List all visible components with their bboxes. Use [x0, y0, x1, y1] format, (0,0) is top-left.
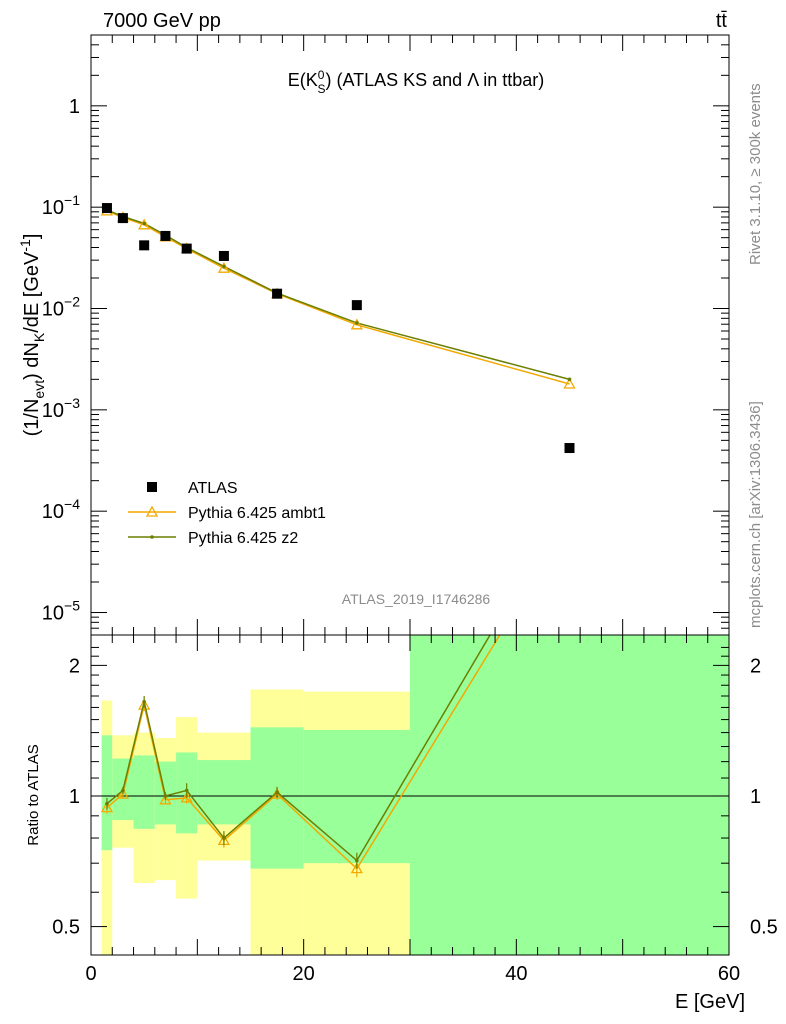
y-tick-label: 10−5 [42, 598, 80, 625]
y-tick-label: 10−2 [42, 294, 80, 321]
z2-point [355, 321, 359, 325]
ratio-y-tick-label-right: 1 [750, 786, 761, 808]
ratio-series [100, 499, 575, 878]
process-label: tt̄ [716, 10, 728, 32]
ambt1-ratio-point [116, 787, 130, 799]
x-tick-label: 60 [718, 963, 740, 985]
z2-ratio-point [568, 499, 572, 503]
rivet-label: Rivet 3.1.10, ≥ 300k events [747, 83, 764, 265]
atlas-point [139, 240, 150, 251]
atlas-point [181, 243, 192, 254]
ambt1-point [350, 318, 363, 330]
stat-band [133, 755, 155, 829]
ambt1-ratio-point [565, 516, 575, 525]
z2-ratio-point [222, 836, 226, 840]
atlas-point [351, 300, 362, 311]
z2-ratio-point [121, 788, 125, 793]
z2-line [106, 209, 570, 381]
ratio-y-tick-label-right: 0.5 [750, 917, 778, 939]
ratio-y-label: Ratio to ATLAS [25, 744, 42, 845]
plot-title: E(K0 S) (ATLAS KS and Λ in ttbar) [288, 68, 545, 96]
x-tick-label: 0 [85, 963, 96, 985]
z2-ratio-point [163, 794, 168, 798]
z2-ratio-point [355, 858, 359, 863]
x-axis-label: E [GeV] [675, 991, 745, 1013]
ratio-plot: 0.5 0.51 12 20 20 40 60 Ratio to ATLAS E [GeV] [25, 499, 778, 1013]
legend-atlas-marker [147, 482, 157, 492]
ratio-y-tick-label: 2 [69, 655, 80, 677]
ambt1-ratio-point [100, 801, 114, 813]
main-plot: ATLAS Pythia 6.425 ambt1 Pythia 6.425 z2 1… [17, 34, 730, 636]
ratio-y-tick-label-right: 2 [750, 655, 761, 677]
y-tick-label: 10−1 [42, 192, 80, 219]
legend-z2-marker [150, 535, 154, 539]
y-tick-label: 1 [69, 96, 80, 118]
x-tick-label: 20 [293, 963, 315, 985]
analysis-watermark: ATLAS_2019_I1746286 [342, 591, 491, 607]
atlas-point [117, 213, 128, 224]
atlas-point [272, 288, 283, 299]
legend-label: Pythia 6.425 z2 [188, 530, 298, 547]
ambt1-ratio-point [138, 698, 151, 710]
legend-label: ATLAS [188, 480, 238, 497]
z2-ratio-point [142, 699, 146, 704]
y-tick-label: 10−4 [42, 496, 80, 523]
atlas-point [218, 250, 229, 261]
z2-ratio-point [275, 790, 279, 795]
ambt1-ratio-point [159, 793, 172, 805]
stat-band [303, 729, 410, 864]
ratio-y-tick-label: 1 [69, 786, 80, 808]
z2-ratio-point [105, 801, 109, 806]
z2-point [567, 377, 572, 382]
legend-label: Pythia 6.425 ambt1 [188, 505, 326, 522]
ratio-y-tick-label: 0.5 [52, 917, 80, 939]
mcplots-label: mcplots.cern.ch [arXiv:1306.3436] [747, 401, 764, 628]
ambt1-point [563, 377, 576, 389]
atlas-point [564, 443, 575, 454]
legend-ambt1-marker [145, 505, 159, 517]
legend: ATLAS Pythia 6.425 ambt1 Pythia 6.425 z2 [128, 480, 326, 547]
main-frame [90, 34, 730, 636]
stat-band [197, 760, 251, 825]
ambt1-line [106, 210, 570, 385]
y-axis-label: (1/Nevt) dNK/dE [GeV-1] [17, 234, 47, 437]
stat-band [101, 735, 113, 851]
stat-band [410, 635, 729, 955]
ambt1-ratio-point [180, 791, 193, 803]
ambt1-point [138, 218, 151, 230]
y-tick-label: 10−3 [42, 395, 80, 422]
ambt1-point [217, 261, 231, 273]
atlas-point [101, 203, 112, 214]
z2-ratio-point [184, 788, 189, 793]
z2-point [142, 221, 146, 226]
energy-label: 7000 GeV pp [103, 10, 221, 32]
atlas-point [160, 230, 171, 241]
x-tick-label: 40 [505, 963, 527, 985]
z2-point [222, 264, 226, 269]
ambt1-ratio-point [350, 862, 363, 874]
